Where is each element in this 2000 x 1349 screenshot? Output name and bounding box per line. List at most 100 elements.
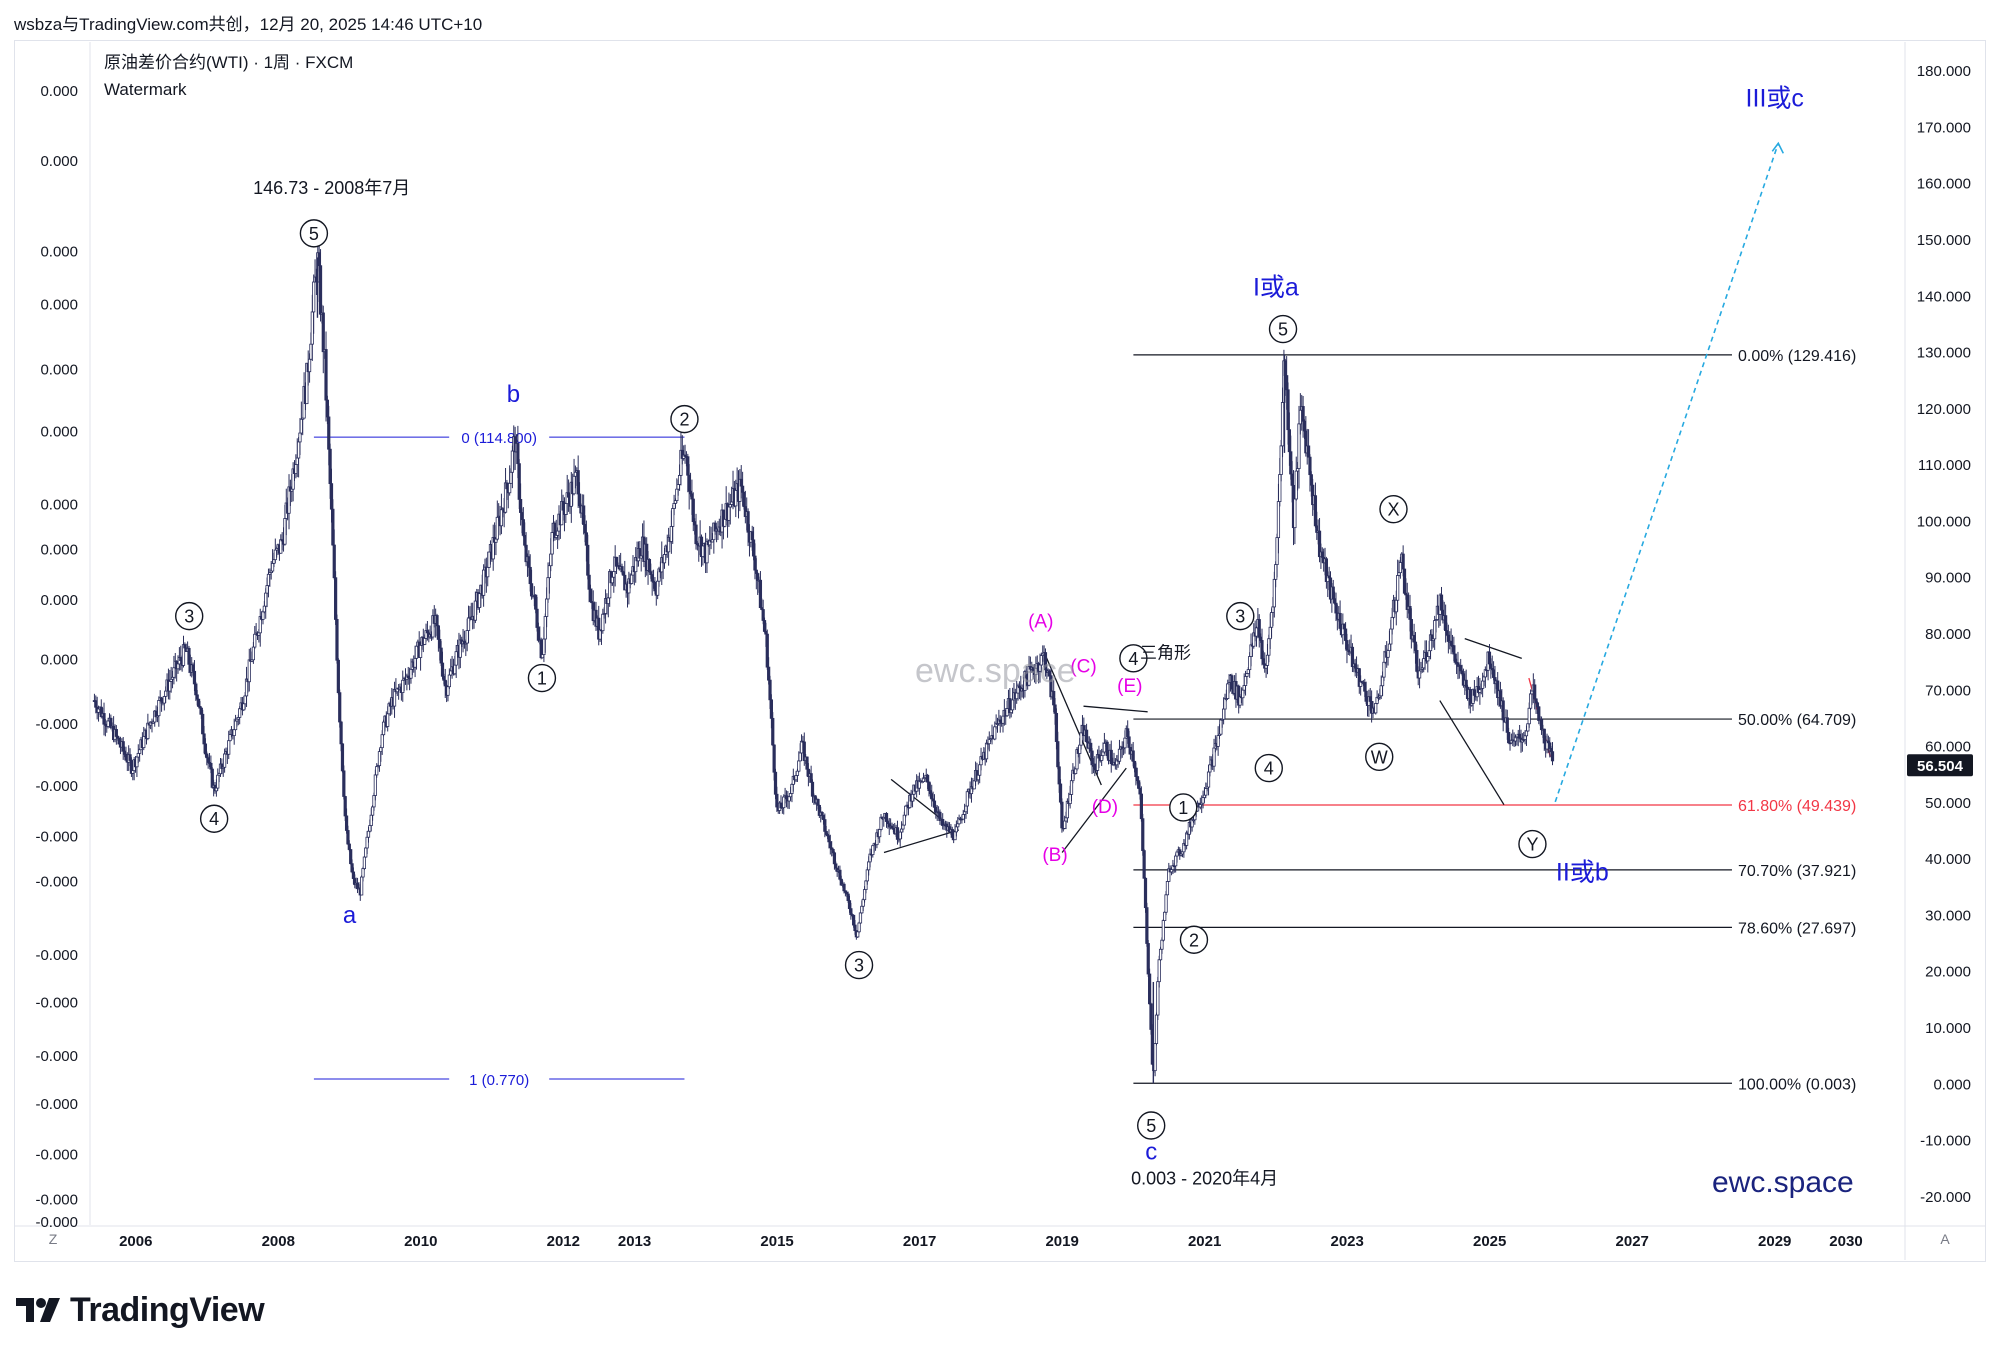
time-axis-tick-label: 2030 xyxy=(1829,1233,1862,1250)
candle-body xyxy=(669,526,673,542)
candle-body xyxy=(1394,599,1398,613)
candle-body xyxy=(1389,628,1393,645)
tradingview-logo[interactable]: TradingView xyxy=(16,1288,265,1332)
candle-body xyxy=(1015,692,1019,700)
candle-body xyxy=(1285,375,1289,391)
symbol-subtitle: Watermark xyxy=(104,80,187,99)
candle-body xyxy=(564,503,568,515)
candle-body xyxy=(621,571,625,576)
candle-body xyxy=(701,545,705,557)
candle-body xyxy=(1527,707,1531,725)
chart-annotation: I或a xyxy=(1253,273,1299,301)
projection-arrow[interactable] xyxy=(1554,141,1785,803)
candle-body xyxy=(343,796,347,817)
right-price-axis[interactable]: 180.000 170.000 160.000 150.000 140.000 130.0… xyxy=(1917,63,1971,1206)
candle-body xyxy=(950,829,954,838)
candle-body xyxy=(1482,676,1486,682)
candle-body xyxy=(884,812,889,822)
chart-annotation: II或b xyxy=(1556,859,1609,887)
candle-body xyxy=(1489,663,1493,669)
chart-annotation: III或c xyxy=(1746,85,1804,113)
candle-body xyxy=(1398,562,1402,574)
candle-body xyxy=(1524,730,1529,737)
candle-body xyxy=(307,358,312,373)
wave-label: 3 xyxy=(844,950,874,980)
candle-body xyxy=(1260,640,1264,660)
chart-annotation: (C) xyxy=(1070,656,1096,677)
log-scale-button[interactable]: Z xyxy=(48,1231,58,1247)
candle-body xyxy=(176,663,180,670)
candle-body xyxy=(418,644,423,658)
candle-body xyxy=(586,544,590,576)
candle-body xyxy=(1338,612,1342,629)
candle-body xyxy=(1298,409,1302,425)
candle-body xyxy=(1523,735,1527,740)
wave-label-circle xyxy=(199,804,229,833)
candle-body xyxy=(335,619,339,661)
candle-body xyxy=(542,638,546,655)
time-axis-tick-label: 2010 xyxy=(404,1233,437,1250)
chart-annotation: a xyxy=(343,902,357,929)
candle-body xyxy=(1261,658,1265,665)
candle-body xyxy=(1135,776,1139,782)
candle-body xyxy=(588,588,593,602)
candle-body xyxy=(797,760,801,772)
candle-body xyxy=(901,824,905,830)
fib-retracement[interactable]: 0.00% (129.416) 50.00% (64.709) 61.80% (49… xyxy=(1133,348,1856,1093)
candle-body xyxy=(216,774,220,789)
candle-body xyxy=(1141,818,1145,851)
projection-line xyxy=(1554,143,1780,803)
candle-body xyxy=(1453,653,1457,663)
candle-body xyxy=(283,518,287,545)
left-axis-tick-label: -0.000 xyxy=(35,1096,78,1113)
candle-body xyxy=(1201,797,1205,804)
candle-body xyxy=(1275,537,1279,565)
candle-body xyxy=(1271,606,1275,613)
candle-body xyxy=(1269,612,1274,628)
candle-body xyxy=(439,647,443,664)
candle-body xyxy=(365,836,369,849)
candle-body xyxy=(1245,673,1249,677)
candle-body xyxy=(1165,881,1170,896)
candle-body xyxy=(675,488,679,502)
time-axis[interactable]: 2006 2008 2010 2012 2013 2015 2017 2019 2021 2023… xyxy=(119,1233,1863,1250)
candle-body xyxy=(573,471,578,477)
candle-body xyxy=(566,492,571,498)
right-axis-tick-label: 90.000 xyxy=(1925,570,1971,587)
candle-body xyxy=(1427,650,1431,658)
right-axis-tick-label: 160.000 xyxy=(1917,176,1971,193)
left-price-axis[interactable]: 0.000 0.000 0.000 0.000 0.000 0.000 0.000 0.000… xyxy=(35,83,78,1231)
blue-level-label-bg xyxy=(449,1068,550,1089)
candle-body xyxy=(828,841,832,849)
candle-body xyxy=(360,876,364,896)
candle-body xyxy=(297,441,301,459)
candle-body xyxy=(183,644,187,649)
candle-body xyxy=(1156,981,1160,1016)
candle-body xyxy=(927,781,931,792)
candle-body xyxy=(1306,445,1311,458)
candle-body xyxy=(157,699,161,717)
wave-label: 5 xyxy=(299,219,329,248)
candle-body xyxy=(1242,685,1246,691)
candle-body xyxy=(1097,754,1101,759)
blue-fib-levels[interactable]: 0 (114.800) 1 (0.770) xyxy=(313,427,685,1089)
candle-body xyxy=(1005,708,1009,717)
candle-body xyxy=(1131,750,1135,762)
left-axis-tick-label: 0.000 xyxy=(40,297,78,314)
fib-level-label: 70.70% (37.921) xyxy=(1738,863,1856,880)
candle-body xyxy=(904,805,908,816)
wave-label: 3 xyxy=(1226,601,1255,631)
candle-body xyxy=(364,847,368,858)
candle-body xyxy=(528,566,532,585)
candle-body xyxy=(1145,907,1149,944)
time-axis-tick-label: 2017 xyxy=(903,1233,936,1250)
candle-body xyxy=(1268,626,1272,640)
candle-body xyxy=(131,770,135,774)
candle-body xyxy=(1287,429,1291,453)
candle-body xyxy=(534,594,538,610)
candle-body xyxy=(583,524,587,534)
chart-annotation: 三角形 xyxy=(1140,643,1191,662)
auto-scale-button[interactable]: A xyxy=(1940,1231,1950,1247)
candle-body xyxy=(227,740,231,755)
